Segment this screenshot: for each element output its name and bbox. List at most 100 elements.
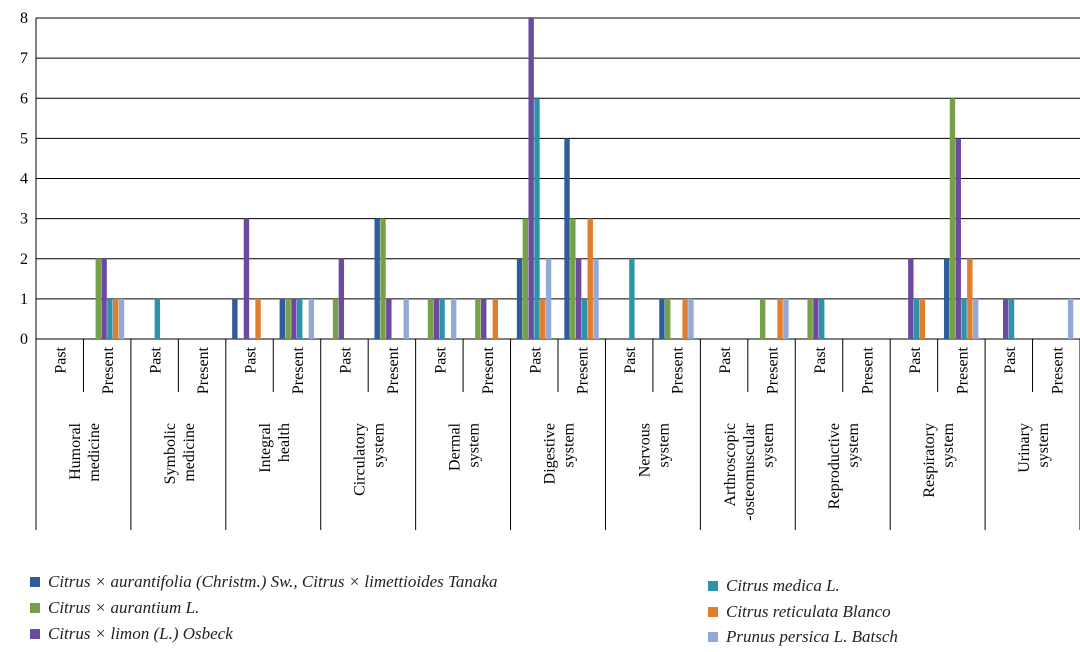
legend-swatch xyxy=(708,607,718,617)
bar xyxy=(534,98,540,339)
bar xyxy=(439,298,445,339)
bar xyxy=(659,298,665,339)
period-label: Past xyxy=(243,346,260,373)
bar xyxy=(540,298,546,339)
group-label: system xyxy=(371,422,388,467)
bar xyxy=(297,298,303,339)
group-label: Respiratory xyxy=(921,423,938,498)
y-axis-ticks: 0 1 2 3 4 5 6 7 8 xyxy=(20,10,28,348)
bar xyxy=(564,138,570,339)
bar xyxy=(433,298,439,339)
legend-swatch xyxy=(708,632,718,642)
bar xyxy=(475,298,481,339)
bar xyxy=(112,298,119,339)
group-label: Digestive xyxy=(542,423,559,484)
bar xyxy=(593,258,599,339)
legend-item-reticulata: Citrus reticulata Blanco xyxy=(708,602,891,622)
bar xyxy=(255,298,261,339)
legend-item-limon: Citrus × limon (L.) Osbeck xyxy=(30,624,233,644)
period-label: Present xyxy=(954,346,971,394)
period-label: Present xyxy=(385,346,402,394)
bar xyxy=(813,298,819,339)
bar xyxy=(570,218,576,339)
group-label: Symbolic xyxy=(162,423,179,484)
period-label: Past xyxy=(527,346,544,373)
group-label: system xyxy=(1035,422,1052,467)
legend-label: Citrus × aurantifolia (Christm.) Sw., Ci… xyxy=(48,572,498,591)
bar xyxy=(783,298,789,339)
group-label: medicine xyxy=(181,423,198,482)
legend-label: Prunus persica L. Batsch xyxy=(726,627,898,646)
bar xyxy=(807,298,813,339)
bar xyxy=(380,218,386,339)
bar xyxy=(427,298,434,339)
bar xyxy=(777,298,783,339)
bar xyxy=(1067,298,1074,339)
bar xyxy=(545,258,552,339)
group-label: Reproductive xyxy=(826,423,843,509)
bar xyxy=(908,258,914,339)
bar xyxy=(279,298,285,339)
legend-item-prunus: Prunus persica L. Batsch xyxy=(708,627,898,647)
period-label: Past xyxy=(717,346,734,373)
period-label: Past xyxy=(53,346,70,373)
bar xyxy=(575,258,582,339)
y-tick-label: 8 xyxy=(20,10,28,27)
legend-item-aurantifolia: Citrus × aurantifolia (Christm.) Sw., Ci… xyxy=(30,572,497,592)
period-label: Past xyxy=(337,346,354,373)
bar xyxy=(481,298,487,339)
bar xyxy=(1003,298,1009,339)
legend-label: Citrus × limon (L.) Osbeck xyxy=(48,624,233,643)
y-tick-label: 5 xyxy=(20,130,28,147)
bar xyxy=(107,298,113,339)
group-label: system xyxy=(466,422,483,467)
legend-label: Citrus reticulata Blanco xyxy=(726,602,891,621)
group-label: health xyxy=(276,423,293,462)
legend-swatch xyxy=(30,603,40,613)
y-tick-label: 2 xyxy=(20,251,28,268)
bar xyxy=(403,298,409,339)
bar xyxy=(285,298,291,339)
bar xyxy=(308,298,314,339)
legend-label: Citrus × aurantium L. xyxy=(48,598,200,617)
group-label: medicine xyxy=(86,423,103,482)
bar xyxy=(374,218,380,339)
category-table xyxy=(35,339,1080,530)
period-label: Present xyxy=(859,346,876,394)
period-label: Present xyxy=(480,346,497,394)
bar xyxy=(1008,298,1015,339)
bar xyxy=(450,298,457,339)
gridlines xyxy=(35,17,1080,340)
legend-item-aurantium: Citrus × aurantium L. xyxy=(30,598,199,618)
bar xyxy=(688,298,694,339)
bar xyxy=(961,298,967,339)
period-label: Present xyxy=(195,346,212,394)
bar xyxy=(332,298,339,339)
bar xyxy=(919,298,926,339)
group-label: system xyxy=(655,422,672,467)
group-label: Urinary xyxy=(1016,423,1033,473)
bar xyxy=(943,258,950,339)
bar xyxy=(386,298,392,339)
y-tick-label: 0 xyxy=(20,331,28,348)
bar xyxy=(232,298,238,339)
bar xyxy=(955,138,961,339)
group-label: system xyxy=(940,422,957,467)
group-label: system xyxy=(561,422,578,467)
bar xyxy=(95,258,101,339)
bar xyxy=(243,218,250,339)
bar xyxy=(972,298,979,339)
group-label: Nervous xyxy=(636,423,653,477)
bar xyxy=(528,18,534,339)
bar xyxy=(665,298,671,339)
y-tick-label: 3 xyxy=(20,211,28,228)
period-label: Past xyxy=(812,346,829,373)
bar xyxy=(682,298,688,339)
bar xyxy=(154,298,161,339)
bar xyxy=(581,298,588,339)
period-label: Past xyxy=(148,346,165,373)
bar xyxy=(819,298,825,339)
bar xyxy=(967,258,973,339)
